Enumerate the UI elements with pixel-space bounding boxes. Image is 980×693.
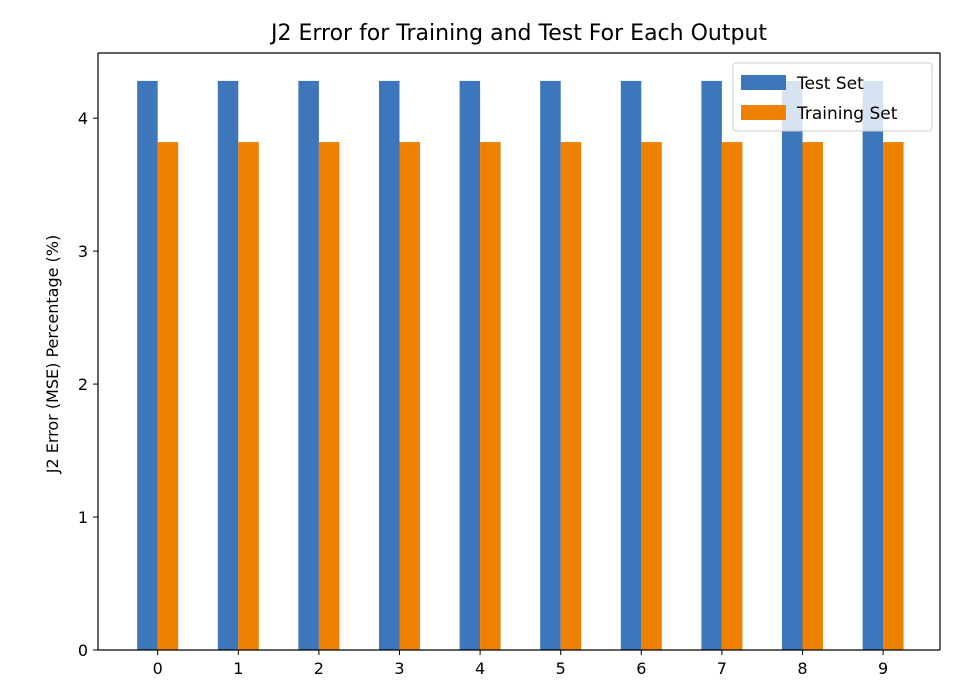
- x-tick-label: 2: [314, 659, 324, 678]
- y-tick-label: 3: [78, 242, 88, 261]
- x-tick-label: 5: [556, 659, 566, 678]
- chart-title: J2 Error for Training and Test For Each …: [269, 21, 767, 46]
- x-tick-label: 7: [717, 659, 727, 678]
- y-axis-label: J2 Error (MSE) Percentage (%): [43, 235, 62, 475]
- bar: [782, 80, 803, 651]
- legend-label: Test Set: [796, 74, 864, 94]
- x-tick-label: 4: [475, 659, 485, 678]
- bar: [318, 142, 340, 650]
- x-tick-label: 8: [797, 659, 807, 678]
- x-tick-label: 9: [878, 659, 888, 678]
- legend: Test Set Training Set: [732, 62, 933, 132]
- bar: [217, 80, 239, 651]
- bar: [238, 142, 259, 650]
- bar: [620, 80, 642, 651]
- bar: [701, 80, 722, 651]
- bar: [862, 80, 884, 651]
- x-tick-label: 3: [394, 659, 404, 678]
- bar: [157, 142, 179, 650]
- x-tick-label: 1: [233, 659, 243, 678]
- bar: [802, 142, 823, 650]
- bar: [399, 142, 420, 650]
- y-tick-label: 4: [78, 109, 88, 128]
- bar: [298, 80, 319, 651]
- x-tick-label: 0: [153, 659, 163, 678]
- legend-label: Training Set: [796, 104, 898, 124]
- bar: [641, 142, 662, 650]
- bar: [883, 142, 904, 650]
- bar: [379, 80, 400, 651]
- plot-area: 0 1 2 3 4 5 6 7 8 9 0 1 2 3 4: [78, 52, 941, 678]
- bar: [137, 80, 158, 651]
- y-tick-label: 2: [78, 375, 88, 394]
- bar: [480, 142, 501, 650]
- x-tick-label: 6: [636, 659, 646, 678]
- bar: [459, 80, 481, 651]
- y-tick-label: 1: [78, 508, 88, 527]
- bar: [540, 80, 561, 651]
- y-tick-label: 0: [78, 641, 88, 660]
- bar: [560, 142, 582, 650]
- legend-swatch: [741, 75, 786, 90]
- legend-swatch: [741, 105, 786, 120]
- bar: [721, 142, 743, 650]
